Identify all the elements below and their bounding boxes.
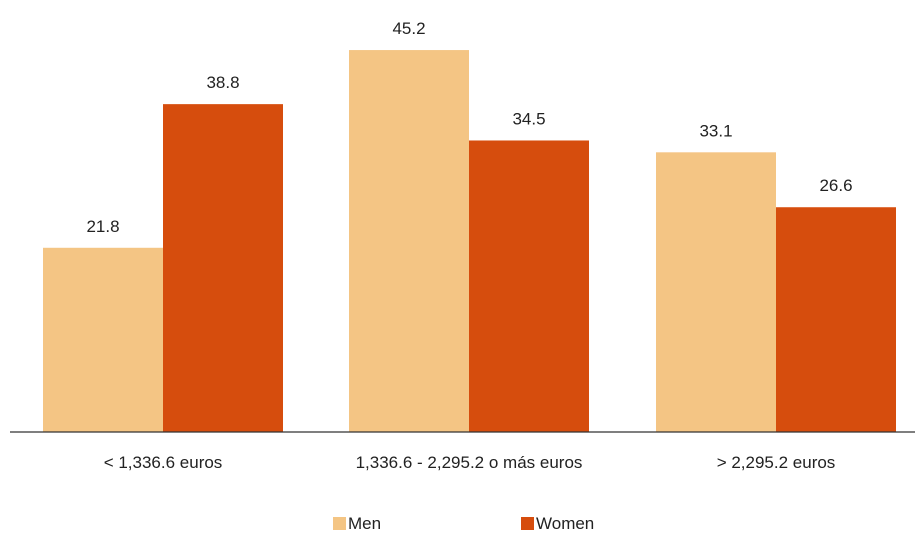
legend-swatch-women <box>521 517 534 530</box>
legend-item-women: Women <box>521 514 594 533</box>
bar-men-2 <box>349 50 469 433</box>
data-label-men-2: 45.2 <box>392 19 425 38</box>
bar-men-3 <box>656 152 776 432</box>
data-label-men-3: 33.1 <box>699 121 732 140</box>
x-tick-labels: < 1,336.6 euros 1,336.6 - 2,295.2 o más e… <box>104 453 836 472</box>
data-label-women-3: 26.6 <box>819 176 852 195</box>
x-tick-label-1: < 1,336.6 euros <box>104 453 223 472</box>
x-tick-label-3: > 2,295.2 euros <box>717 453 836 472</box>
data-label-women-2: 34.5 <box>512 109 545 128</box>
bar-women-3 <box>776 207 896 432</box>
legend-item-men: Men <box>333 514 381 533</box>
legend-label-women: Women <box>536 514 594 533</box>
data-label-women-1: 38.8 <box>206 73 239 92</box>
bar-women-1 <box>163 104 283 432</box>
data-labels-layer: 21.8 38.8 45.2 34.5 33.1 26.6 <box>86 19 852 236</box>
legend: Men Women <box>333 514 594 533</box>
bar-men-1 <box>43 247 163 432</box>
bars-layer <box>43 50 896 433</box>
legend-swatch-men <box>333 517 346 530</box>
legend-label-men: Men <box>348 514 381 533</box>
x-tick-label-2: 1,336.6 - 2,295.2 o más euros <box>356 453 583 472</box>
data-label-men-1: 21.8 <box>86 217 119 236</box>
bar-women-2 <box>469 140 589 432</box>
